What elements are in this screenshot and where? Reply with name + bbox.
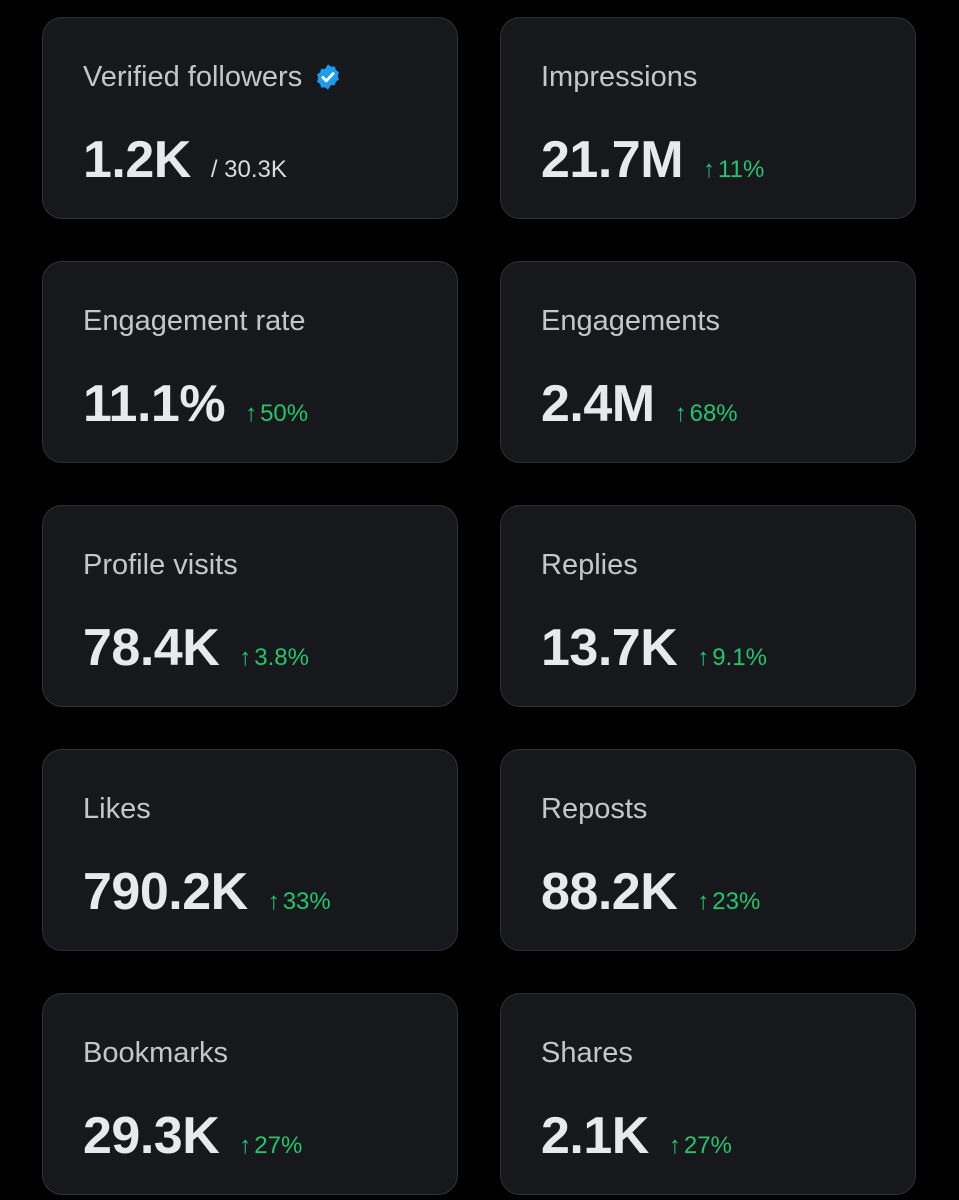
metric-card-profile-visits[interactable]: Profile visits 78.4K ↑ 3.8% — [42, 505, 458, 707]
arrow-up-icon: ↑ — [267, 888, 280, 915]
metric-card-engagements[interactable]: Engagements 2.4M ↑ 68% — [500, 261, 916, 463]
arrow-up-icon: ↑ — [668, 1132, 681, 1159]
metric-value-row: 2.4M ↑ 68% — [541, 374, 738, 434]
metric-label: Replies — [541, 549, 638, 581]
metric-card-impressions[interactable]: Impressions 21.7M ↑ 11% — [500, 17, 916, 219]
metric-card-shares[interactable]: Shares 2.1K ↑ 27% — [500, 993, 916, 1195]
metric-label: Likes — [83, 793, 151, 825]
metric-label: Impressions — [541, 61, 698, 93]
metric-change: ↑ 3.8% — [239, 644, 309, 672]
metric-label: Shares — [541, 1037, 633, 1069]
metric-value: 29.3K — [83, 1107, 220, 1165]
arrow-up-icon: ↑ — [239, 644, 252, 671]
metric-label: Engagements — [541, 305, 720, 337]
metric-value: 88.2K — [541, 863, 678, 921]
metric-change: ↑ 23% — [697, 888, 760, 916]
metric-change: ↑ 27% — [239, 1132, 302, 1160]
metric-value-row: 29.3K ↑ 27% — [83, 1106, 302, 1166]
metric-change-value: 27% — [254, 1132, 303, 1159]
metric-change: ↑ 68% — [675, 400, 738, 428]
arrow-up-icon: ↑ — [239, 1132, 252, 1159]
metric-label: Reposts — [541, 793, 648, 825]
arrow-up-icon: ↑ — [674, 400, 687, 427]
metric-label: Verified followers — [83, 61, 303, 93]
metric-card-bookmarks[interactable]: Bookmarks 29.3K ↑ 27% — [42, 993, 458, 1195]
metric-change-value: 3.8% — [254, 644, 309, 671]
metric-value-row: 1.2K / 30.3K — [83, 130, 287, 190]
metric-value-row: 78.4K ↑ 3.8% — [83, 618, 309, 678]
metric-change-value: 68% — [689, 400, 738, 427]
metric-change: ↑ 11% — [703, 156, 764, 184]
metric-value-row: 790.2K ↑ 33% — [83, 862, 331, 922]
metric-label: Profile visits — [83, 549, 238, 581]
metric-change: ↑ 27% — [669, 1132, 732, 1160]
metric-change-value: 11% — [718, 156, 765, 183]
metric-label: Engagement rate — [83, 305, 306, 337]
metric-card-engagement-rate[interactable]: Engagement rate 11.1% ↑ 50% — [42, 261, 458, 463]
metric-value-row: 2.1K ↑ 27% — [541, 1106, 732, 1166]
arrow-up-icon: ↑ — [697, 644, 710, 671]
metric-value: 21.7M — [541, 131, 684, 189]
metric-value-row: 11.1% ↑ 50% — [83, 374, 308, 434]
metric-change-value: 27% — [683, 1132, 732, 1159]
metric-change: ↑ 33% — [268, 888, 331, 916]
metric-change: ↑ 9.1% — [697, 644, 767, 672]
arrow-up-icon: ↑ — [245, 400, 258, 427]
metric-label-row: Verified followers — [83, 61, 342, 93]
metric-label: Bookmarks — [83, 1037, 229, 1069]
metric-card-likes[interactable]: Likes 790.2K ↑ 33% — [42, 749, 458, 951]
metric-change-value: 50% — [260, 400, 309, 427]
metric-card-verified-followers[interactable]: Verified followers 1.2K / 30.3K — [42, 17, 458, 219]
metric-value-row: 13.7K ↑ 9.1% — [541, 618, 767, 678]
metric-value: 790.2K — [83, 863, 248, 921]
metric-value: 11.1% — [83, 375, 226, 433]
arrow-up-icon: ↑ — [697, 888, 710, 915]
metric-value: 78.4K — [83, 619, 220, 677]
arrow-up-icon: ↑ — [703, 156, 716, 183]
metric-card-replies[interactable]: Replies 13.7K ↑ 9.1% — [500, 505, 916, 707]
metric-value: 2.4M — [541, 375, 655, 433]
verified-badge-icon — [314, 63, 342, 91]
metric-card-reposts[interactable]: Reposts 88.2K ↑ 23% — [500, 749, 916, 951]
metric-change-value: 23% — [712, 888, 761, 915]
metric-value: 13.7K — [541, 619, 678, 677]
metric-total: / 30.3K — [210, 156, 287, 183]
metric-value: 1.2K — [83, 131, 191, 189]
metric-value-row: 21.7M ↑ 11% — [541, 130, 764, 190]
metric-change-value: 9.1% — [712, 644, 767, 671]
metric-change: ↑ 50% — [245, 400, 308, 428]
metric-value-row: 88.2K ↑ 23% — [541, 862, 760, 922]
metric-value: 2.1K — [541, 1107, 649, 1165]
metric-change-value: 33% — [282, 888, 331, 915]
